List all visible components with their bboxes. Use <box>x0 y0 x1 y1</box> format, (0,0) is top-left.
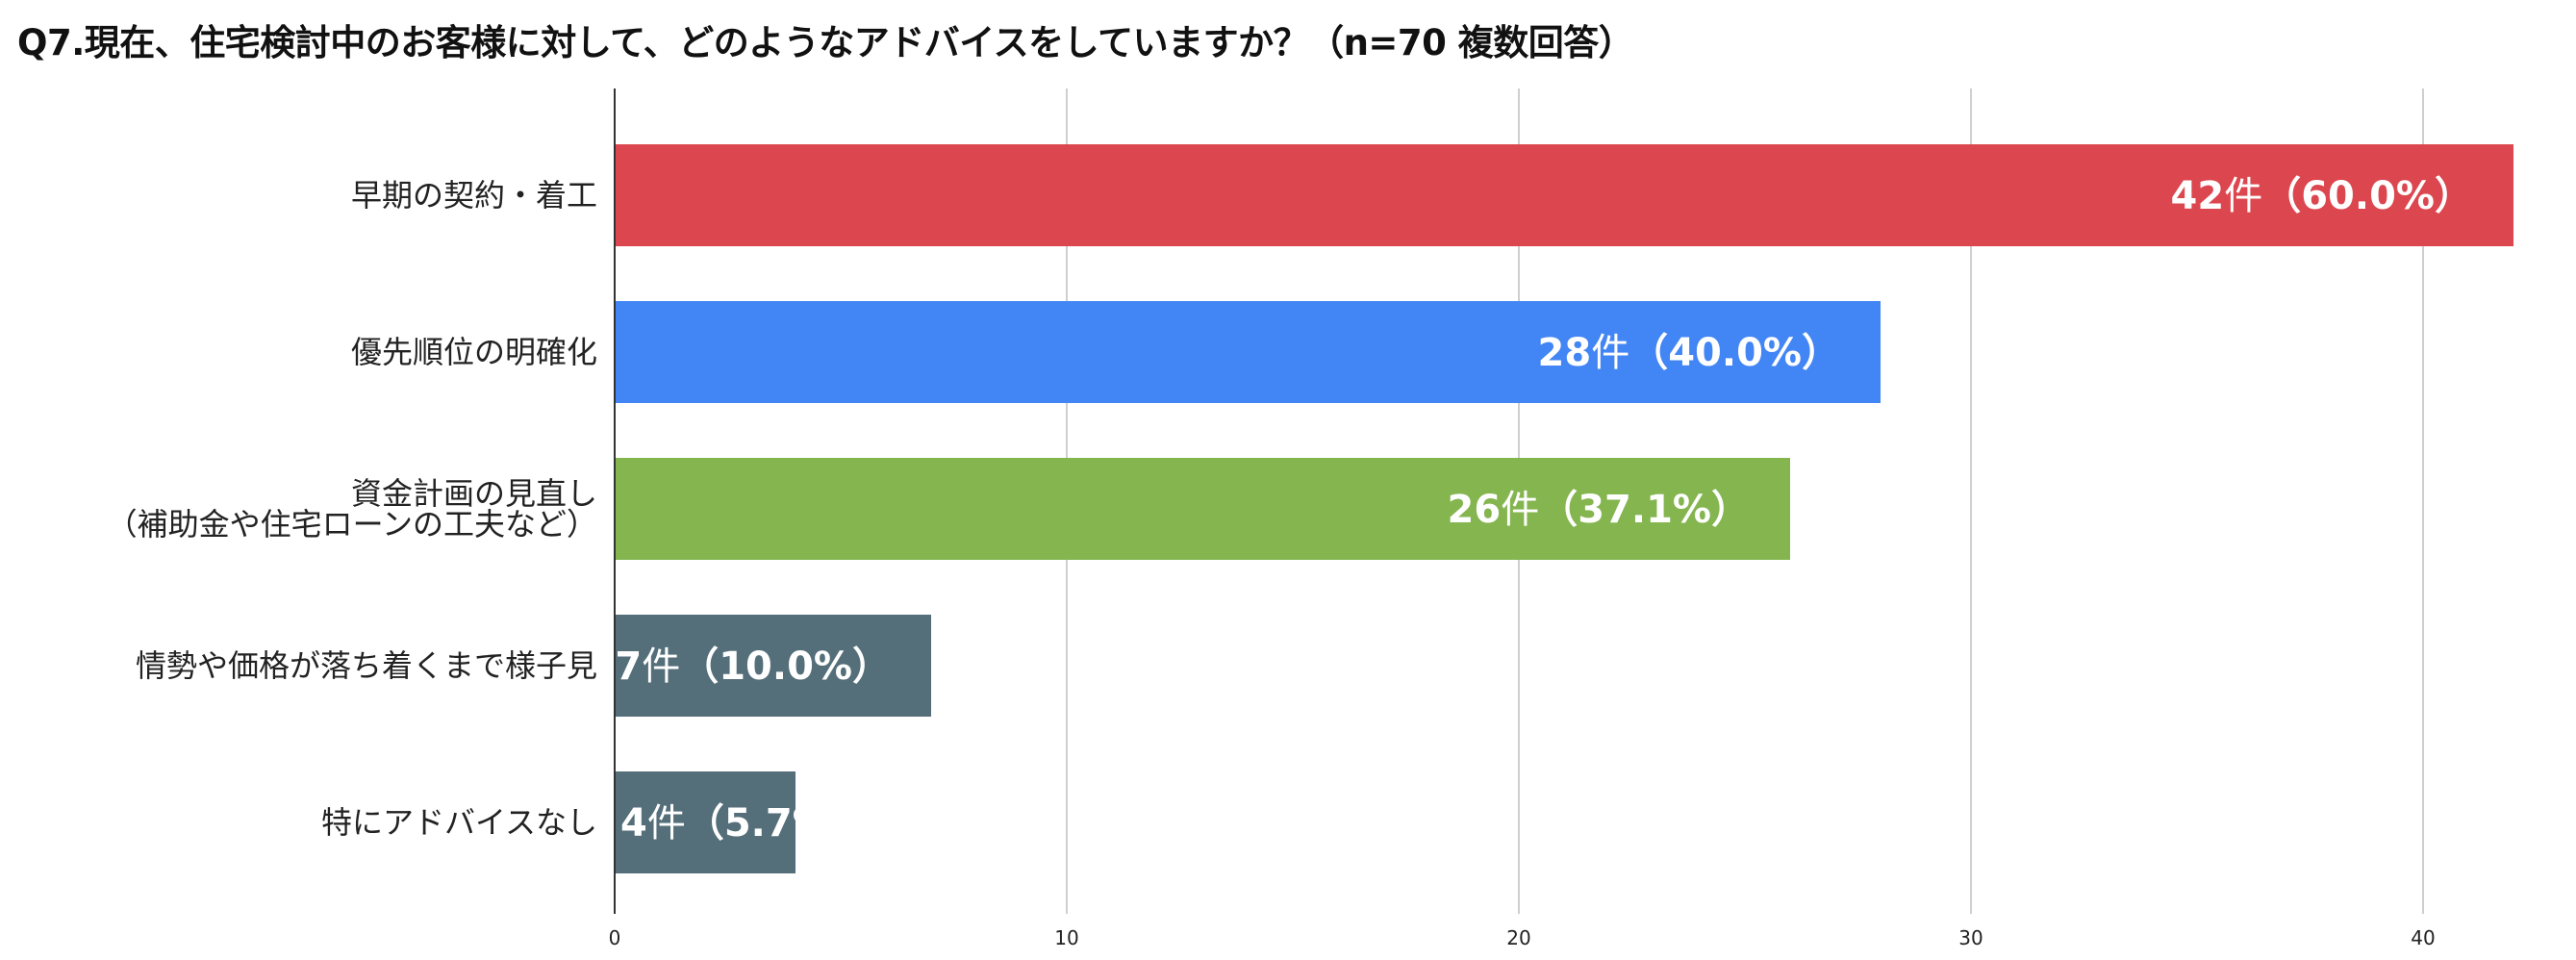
bar <box>615 301 1881 403</box>
category-label: 資金計画の見直し <box>351 475 597 512</box>
category-label: 優先順位の明確化 <box>351 334 597 370</box>
data-label: 28件（40.0%） <box>1538 331 1840 375</box>
x-tick-label: 20 <box>1506 926 1530 949</box>
category-label: 情勢や価格が落ち着くまで様子見 <box>136 647 597 684</box>
data-label: 4件（5.7%） <box>620 801 870 846</box>
bar <box>615 771 796 873</box>
axes: 0 10 20 30 40 <box>609 88 2436 949</box>
data-label: 26件（37.1%） <box>1448 488 1750 532</box>
category-label: 特にアドバイスなし <box>321 804 597 841</box>
category-label: 早期の契約・着工 <box>351 177 597 214</box>
x-tick-label: 10 <box>1054 926 1078 949</box>
labels: 42件（60.0%） 早期の契約・着工 28件（40.0%） 優先順位の明確化 26件（… <box>107 174 2473 846</box>
bars <box>615 144 2513 873</box>
x-tick-label: 30 <box>1958 926 1983 949</box>
chart-title: Q7.現在、住宅検討中のお客様に対して、どのようなアドバイスをしていますか？（n… <box>17 22 1634 63</box>
data-label: 7件（10.0%） <box>615 644 891 689</box>
x-tick-label: 40 <box>2411 926 2435 949</box>
bar <box>615 615 931 717</box>
bar <box>615 144 2513 246</box>
data-label: 42件（60.0%） <box>2171 174 2473 218</box>
category-label: （補助金や住宅ローンの工夫など） <box>107 506 597 543</box>
bar <box>615 458 1790 560</box>
x-tick-label: 0 <box>609 926 621 949</box>
